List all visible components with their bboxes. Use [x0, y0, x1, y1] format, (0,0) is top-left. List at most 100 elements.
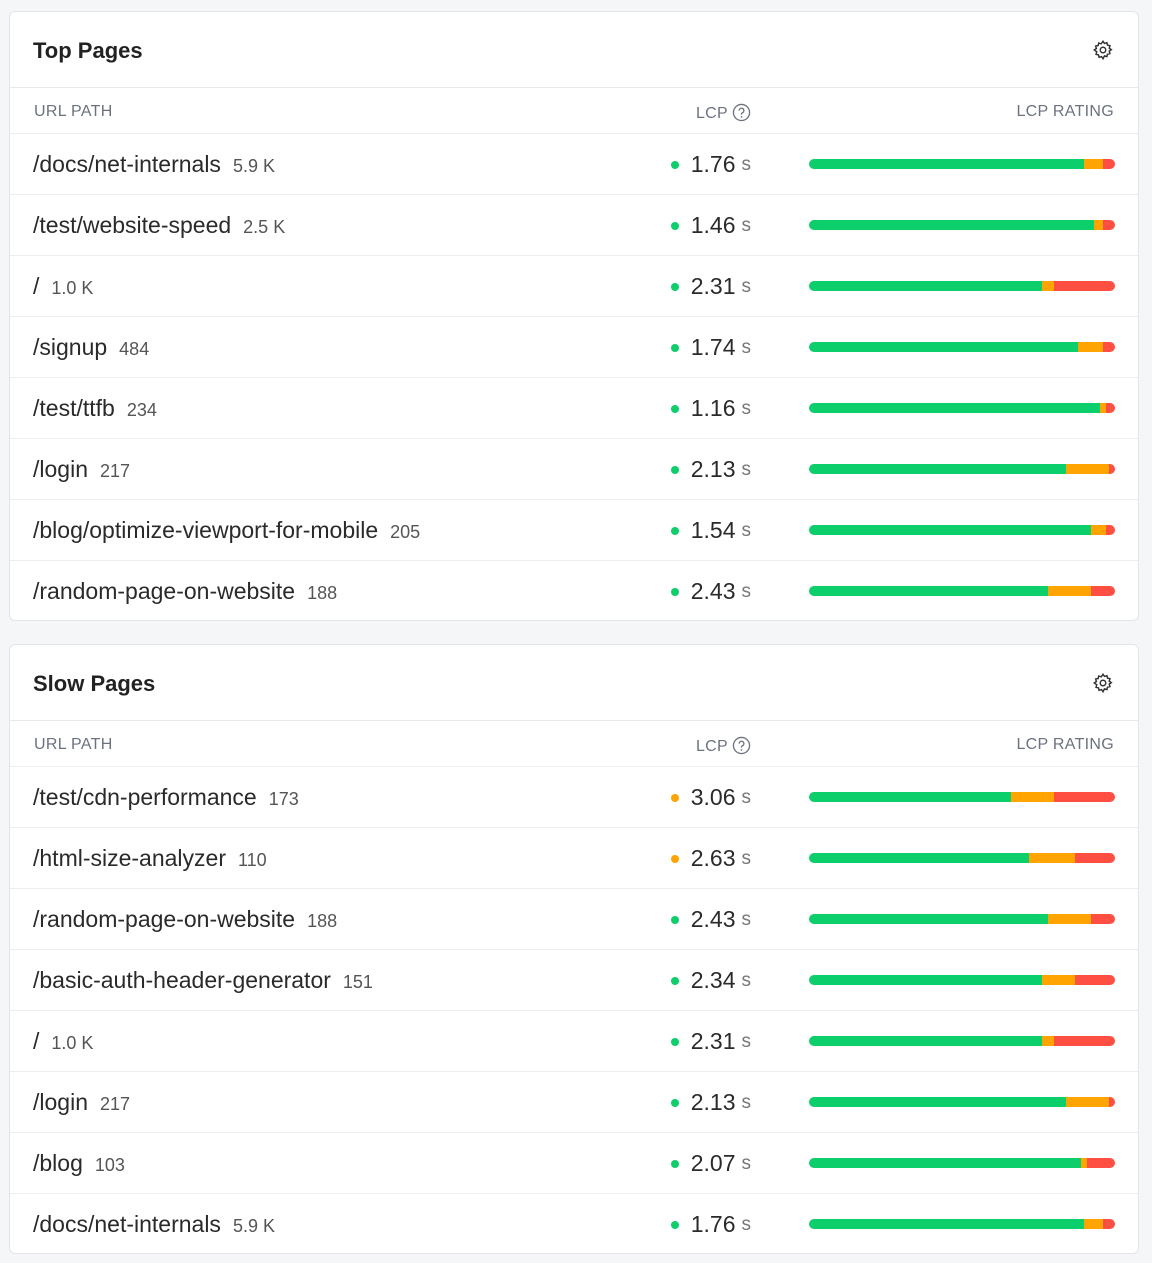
rating-segment [809, 914, 1048, 924]
rating-segment [1108, 1097, 1115, 1107]
lcp-unit: s [741, 519, 752, 541]
table-row[interactable]: /login 217 2.13 s [10, 1071, 1138, 1132]
rating-segment [1041, 1036, 1054, 1046]
lcp-cell: 2.43 s [670, 906, 751, 933]
rating-segment [1108, 464, 1115, 474]
rating-segment [1090, 914, 1115, 924]
rating-segment [809, 281, 1042, 291]
rating-segment [809, 975, 1042, 985]
rating-segment [1066, 464, 1109, 474]
rating-bar [809, 1219, 1115, 1229]
rating-segment [809, 220, 1094, 230]
rating-segment [1084, 1219, 1103, 1229]
table-row[interactable]: /random-page-on-website 188 2.43 s [10, 560, 1138, 620]
url-path: / [33, 273, 40, 299]
status-dot [670, 976, 679, 985]
lcp-cell: 2.34 s [670, 967, 751, 994]
lcp-unit: s [741, 153, 752, 175]
column-headers: URL PATH LCP LCP RATING [10, 88, 1138, 133]
rating-bar [809, 464, 1115, 474]
rating-segment [1029, 853, 1076, 863]
lcp-unit: s [741, 336, 752, 358]
table-row[interactable]: /test/website-speed 2.5 K 1.46 s [10, 194, 1138, 255]
view-count: 205 [390, 522, 421, 542]
rating-segment [1078, 342, 1103, 352]
url-path: /blog [33, 1150, 83, 1176]
rating-segment [1010, 792, 1054, 802]
view-count: 217 [99, 1094, 131, 1114]
status-dot [670, 1220, 679, 1229]
table-row[interactable]: /test/ttfb 234 1.16 s [10, 377, 1138, 438]
table-row[interactable]: / 1.0 K 2.31 s [10, 1010, 1138, 1071]
lcp-unit: s [741, 1030, 752, 1052]
column-headers: URL PATH LCP LCP RATING [10, 721, 1138, 766]
rating-segment [809, 403, 1100, 413]
url-path: /login [33, 456, 88, 482]
rating-bar [809, 281, 1115, 291]
url-cell: /docs/net-internals 5.9 K [33, 151, 275, 178]
lcp-value: 1.76 [690, 151, 736, 177]
rating-segment [809, 1097, 1067, 1107]
table-row[interactable]: /random-page-on-website 188 2.43 s [10, 888, 1138, 949]
lcp-cell: 1.76 s [670, 1211, 752, 1238]
lcp-value: 2.43 [690, 906, 736, 932]
table-row[interactable]: / 1.0 K 2.31 s [10, 255, 1138, 316]
help-icon[interactable] [728, 736, 751, 755]
rating-bar [809, 159, 1115, 169]
lcp-cell: 2.31 s [670, 1028, 752, 1055]
rating-segment [1041, 281, 1054, 291]
lcp-value: 2.13 [690, 456, 736, 482]
rating-segment [809, 586, 1048, 596]
table-row[interactable]: /docs/net-internals 5.9 K 1.76 s [10, 1193, 1138, 1253]
view-count: 2.5 K [243, 217, 286, 237]
settings-button[interactable] [1092, 672, 1114, 699]
lcp-unit: s [741, 786, 752, 808]
url-cell: /test/ttfb 234 [33, 395, 157, 422]
settings-button[interactable] [1092, 39, 1114, 66]
status-dot [670, 587, 679, 596]
url-cell: /test/cdn-performance 173 [33, 784, 299, 811]
table-row[interactable]: /html-size-analyzer 110 2.63 s [10, 827, 1138, 888]
table-row[interactable]: /test/cdn-performance 173 3.06 s [10, 766, 1138, 827]
table-row[interactable]: /blog/optimize-viewport-for-mobile 205 1.5… [10, 499, 1138, 560]
rating-bar [809, 1097, 1115, 1107]
table-row[interactable]: /login 217 2.13 s [10, 438, 1138, 499]
rating-bar [809, 1036, 1115, 1046]
column-header: LCP [696, 103, 751, 123]
column-header: LCP RATING [1016, 103, 1114, 120]
table-row[interactable]: /blog 103 2.07 s [10, 1132, 1138, 1193]
url-path: /signup [33, 334, 108, 360]
url-cell: /blog/optimize-viewport-for-mobile 205 [33, 517, 420, 544]
lcp-value: 1.54 [690, 517, 736, 543]
rating-segment [1102, 342, 1115, 352]
lcp-unit: s [741, 1213, 752, 1235]
lcp-value: 1.74 [690, 334, 736, 360]
url-path: /basic-auth-header-generator [33, 967, 331, 993]
lcp-value: 3.06 [690, 784, 736, 810]
table-row[interactable]: /docs/net-internals 5.9 K 1.76 s [10, 133, 1138, 194]
rating-bar [809, 975, 1115, 985]
lcp-unit: s [741, 397, 752, 419]
rating-segment [1081, 1158, 1088, 1168]
url-path: /test/cdn-performance [33, 784, 257, 810]
rating-segment [1084, 159, 1103, 169]
rating-bar [809, 792, 1115, 802]
view-count: 5.9 K [232, 1216, 275, 1236]
table-row[interactable]: /signup 484 1.74 s [10, 316, 1138, 377]
lcp-cell: 2.63 s [670, 845, 752, 872]
lcp-cell: 1.46 s [670, 212, 751, 239]
card-header: Slow Pages [10, 645, 1138, 721]
status-dot [670, 221, 679, 230]
lcp-unit: s [741, 847, 752, 869]
rating-segment [1105, 525, 1115, 535]
view-count: 5.9 K [232, 156, 275, 176]
rating-segment [1102, 220, 1115, 230]
table-row[interactable]: /basic-auth-header-generator 151 2.34 s [10, 949, 1138, 1010]
url-cell: /test/website-speed 2.5 K [33, 212, 285, 239]
rating-segment [809, 464, 1067, 474]
help-icon[interactable] [728, 103, 751, 122]
card: Top Pages URL PATH LCP LCP RATING/docs/net-… [9, 11, 1139, 621]
view-count: 484 [119, 339, 150, 359]
status-dot [670, 1037, 679, 1046]
rating-segment [1047, 914, 1091, 924]
